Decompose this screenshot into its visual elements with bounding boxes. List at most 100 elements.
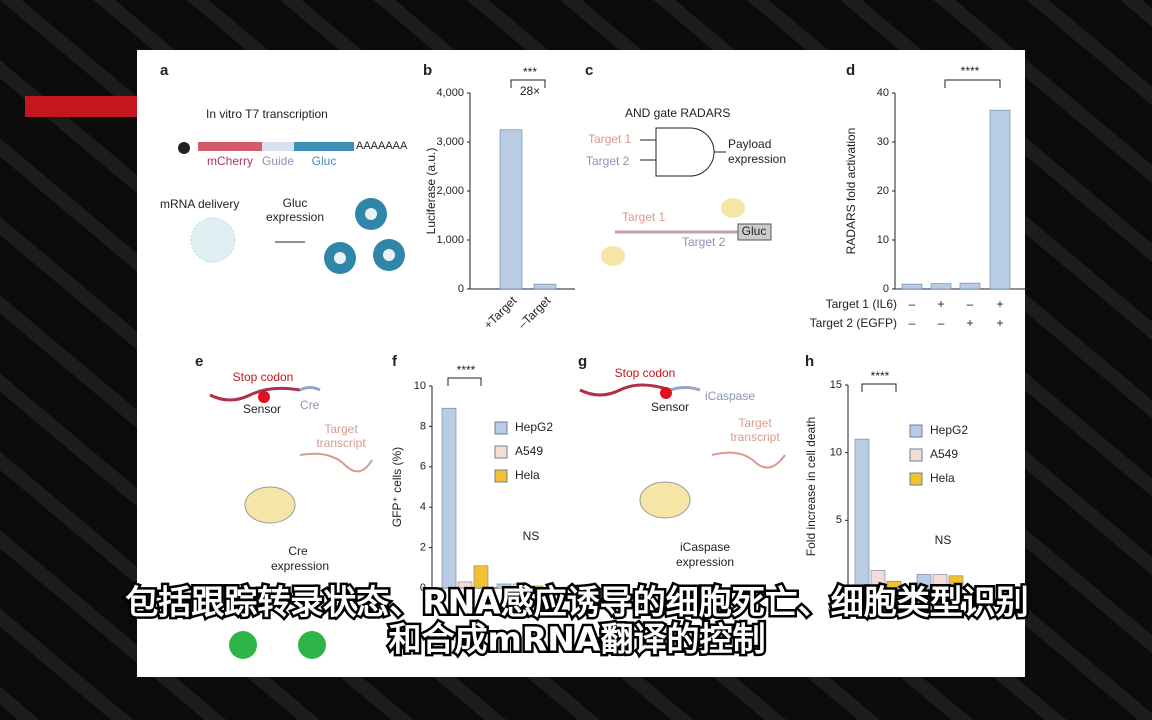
panel-label: h	[805, 353, 814, 370]
gene-box	[737, 223, 772, 241]
row-value: +	[966, 316, 973, 330]
bar	[870, 570, 886, 589]
protein	[601, 246, 625, 266]
label: Target 1	[588, 132, 632, 146]
label: expression	[271, 559, 329, 573]
row-value: +	[996, 297, 1003, 311]
legend-swatch	[909, 448, 923, 462]
protein	[721, 198, 745, 218]
panel-label: f	[392, 353, 398, 370]
label: Gluc	[283, 196, 308, 210]
row-value: +	[996, 316, 1003, 330]
legend-label: Hela	[515, 468, 540, 482]
y-axis-label: Luciferase (a.u.)	[424, 148, 438, 235]
segment	[262, 142, 294, 151]
label: Target 2	[586, 154, 630, 168]
label: mCherry	[207, 154, 253, 168]
y-tick-label: 5	[836, 514, 842, 526]
y-tick-label: 8	[420, 420, 426, 432]
label: Sensor	[243, 402, 281, 416]
y-tick-label: 15	[830, 379, 842, 391]
row-label: Target 2 (EGFP)	[810, 316, 897, 330]
legend-label: A549	[930, 447, 958, 461]
bar	[533, 283, 557, 290]
bar	[916, 574, 932, 589]
cell	[229, 631, 257, 659]
y-tick-label: 1,000	[436, 234, 464, 246]
panel-label: d	[846, 62, 855, 79]
red-bar	[25, 96, 140, 117]
label: iCaspase	[680, 540, 730, 554]
segment	[198, 142, 262, 151]
ribosome	[244, 486, 296, 524]
y-tick-label: 30	[877, 136, 889, 148]
label: transcript	[730, 430, 780, 444]
annotation: 28×	[520, 84, 540, 98]
rna	[669, 386, 701, 392]
bar	[948, 575, 964, 589]
label: Guide	[262, 154, 294, 168]
label: Payload	[728, 137, 771, 151]
label: transcript	[316, 436, 366, 450]
bracket	[447, 377, 482, 386]
bar	[473, 565, 489, 589]
y-tick-label: 0	[883, 283, 889, 295]
label: Target	[738, 416, 772, 430]
nucleus	[365, 208, 377, 220]
legend-swatch	[909, 472, 923, 486]
y-axis-label: GFP⁺ cells (%)	[390, 447, 404, 527]
panel-label: a	[160, 62, 169, 79]
nucleus	[334, 252, 346, 264]
legend-label: HepG2	[930, 423, 968, 437]
and-gate	[640, 127, 726, 177]
legend-swatch	[494, 469, 508, 483]
y-tick-label: 40	[877, 87, 889, 99]
label: Gluc	[312, 154, 337, 168]
y-tick-label: 2,000	[436, 185, 464, 197]
cap	[178, 142, 190, 154]
y-tick-label: 0	[836, 582, 842, 594]
annotation: NS	[523, 529, 540, 543]
bar	[854, 438, 870, 589]
rna	[711, 451, 786, 469]
ribosome	[639, 481, 691, 519]
bracket	[861, 383, 897, 392]
label: Stop codon	[615, 366, 676, 380]
label: iCaspase	[705, 389, 755, 403]
label: Stop codon	[233, 370, 294, 384]
annotation: NS	[935, 533, 952, 547]
legend-swatch	[494, 445, 508, 459]
figure: a b c d e f g h In vitro T7 transcriptio…	[160, 62, 1030, 659]
bar	[886, 580, 902, 589]
annotation: ***	[523, 65, 537, 79]
stop-codon	[660, 387, 672, 399]
bar	[959, 282, 981, 290]
annotation: ****	[871, 369, 890, 383]
panel-label: b	[423, 62, 432, 79]
legend-label: HepG2	[515, 420, 553, 434]
label: Cre	[288, 544, 308, 558]
y-tick-label: 10	[877, 234, 889, 246]
rna	[209, 386, 301, 402]
nucleus	[383, 249, 395, 261]
y-tick-label: 2	[420, 542, 426, 554]
bar	[932, 574, 948, 589]
label: AND gate RADARS	[625, 106, 730, 120]
cell	[298, 631, 326, 659]
y-axis-label: Fold increase in cell death	[804, 417, 818, 556]
bar	[457, 581, 473, 589]
bar	[930, 283, 952, 290]
y-tick-label: 4,000	[436, 87, 464, 99]
label: Target 1	[622, 210, 666, 224]
subtitle: 包括跟踪转录状态、RNA感应诱导的细胞死亡、细胞类型识别	[125, 583, 1029, 622]
panel-label: e	[195, 353, 203, 370]
bar	[901, 283, 923, 290]
bar	[499, 129, 523, 290]
bar	[528, 585, 544, 589]
label: expression	[728, 152, 786, 166]
row-value: –	[967, 297, 974, 311]
legend-swatch	[494, 421, 508, 435]
y-tick-label: 20	[877, 185, 889, 197]
